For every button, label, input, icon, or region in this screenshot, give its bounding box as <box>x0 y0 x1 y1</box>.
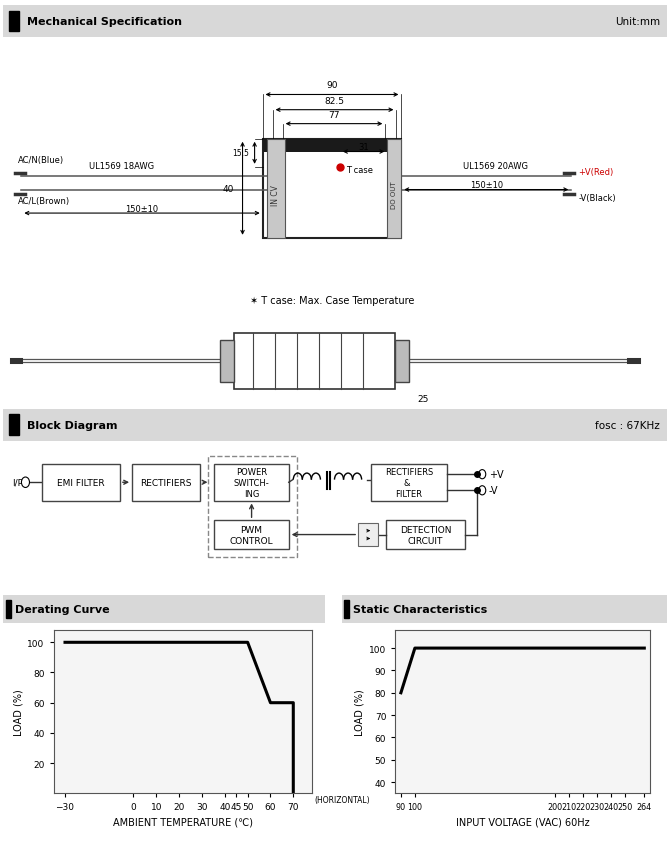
Bar <box>371 464 446 501</box>
Text: 90: 90 <box>326 81 338 90</box>
Text: -V(Black): -V(Black) <box>578 194 616 203</box>
Bar <box>263 139 401 238</box>
Text: (HORIZONTAL): (HORIZONTAL) <box>314 795 370 804</box>
Bar <box>344 600 350 618</box>
Text: -V: -V <box>489 486 498 495</box>
Bar <box>42 464 120 501</box>
Text: UL1569 20AWG: UL1569 20AWG <box>463 162 529 170</box>
Text: DETECTION
CIRCUIT: DETECTION CIRCUIT <box>400 525 451 545</box>
Bar <box>395 340 409 382</box>
Circle shape <box>478 486 486 495</box>
Text: T case: T case <box>346 165 373 175</box>
Y-axis label: LOAD (%): LOAD (%) <box>13 689 23 735</box>
Text: 82.5: 82.5 <box>324 96 344 106</box>
Text: AC/L(Brown): AC/L(Brown) <box>19 197 70 206</box>
Text: UL1569 18AWG: UL1569 18AWG <box>89 162 155 170</box>
Bar <box>358 523 378 547</box>
Bar <box>220 340 234 382</box>
Text: 150±10: 150±10 <box>125 204 159 214</box>
Text: IN CV: IN CV <box>271 185 280 206</box>
Bar <box>214 521 289 549</box>
Text: DO OUT: DO OUT <box>391 181 397 209</box>
Bar <box>214 464 289 501</box>
X-axis label: AMBIENT TEMPERATURE (℃): AMBIENT TEMPERATURE (℃) <box>113 817 253 827</box>
Text: fosc : 67KHz: fosc : 67KHz <box>595 420 660 430</box>
Text: PWM
CONTROL: PWM CONTROL <box>230 525 273 545</box>
Bar <box>9 12 19 32</box>
Text: 40: 40 <box>222 185 233 193</box>
Y-axis label: LOAD (%): LOAD (%) <box>355 689 365 735</box>
Text: 15.5: 15.5 <box>232 149 249 158</box>
Circle shape <box>478 470 486 479</box>
Text: 150±10: 150±10 <box>470 181 502 190</box>
Bar <box>387 139 401 238</box>
Text: I/P: I/P <box>12 479 23 487</box>
Text: RECTIFIERS: RECTIFIERS <box>141 479 192 487</box>
Text: 77: 77 <box>328 111 340 119</box>
Text: +V: +V <box>489 469 503 479</box>
Bar <box>132 464 200 501</box>
Bar <box>267 139 285 238</box>
Circle shape <box>21 478 29 488</box>
Text: Unit:mm: Unit:mm <box>615 17 660 27</box>
Bar <box>6 600 11 618</box>
Text: 25: 25 <box>417 394 429 403</box>
Text: Static Characteristics: Static Characteristics <box>353 604 488 614</box>
Text: AC/N(Blue): AC/N(Blue) <box>19 155 64 165</box>
Text: Mechanical Specification: Mechanical Specification <box>27 17 182 27</box>
Text: POWER
SWITCH-
ING: POWER SWITCH- ING <box>234 467 269 498</box>
Text: Block Diagram: Block Diagram <box>27 420 118 430</box>
Bar <box>263 139 401 152</box>
Bar <box>208 457 297 557</box>
Text: +V(Red): +V(Red) <box>578 168 614 176</box>
Text: ✶ T case: Max. Case Temperature: ✶ T case: Max. Case Temperature <box>250 295 414 306</box>
X-axis label: INPUT VOLTAGE (VAC) 60Hz: INPUT VOLTAGE (VAC) 60Hz <box>456 817 590 827</box>
Bar <box>234 333 395 389</box>
Text: EMI FILTER: EMI FILTER <box>57 479 105 487</box>
Text: 31: 31 <box>358 143 369 152</box>
Bar <box>9 415 19 436</box>
Bar <box>386 521 465 549</box>
Text: Derating Curve: Derating Curve <box>15 604 110 614</box>
Text: RECTIFIERS
& 
FILTER: RECTIFIERS & FILTER <box>385 467 433 498</box>
